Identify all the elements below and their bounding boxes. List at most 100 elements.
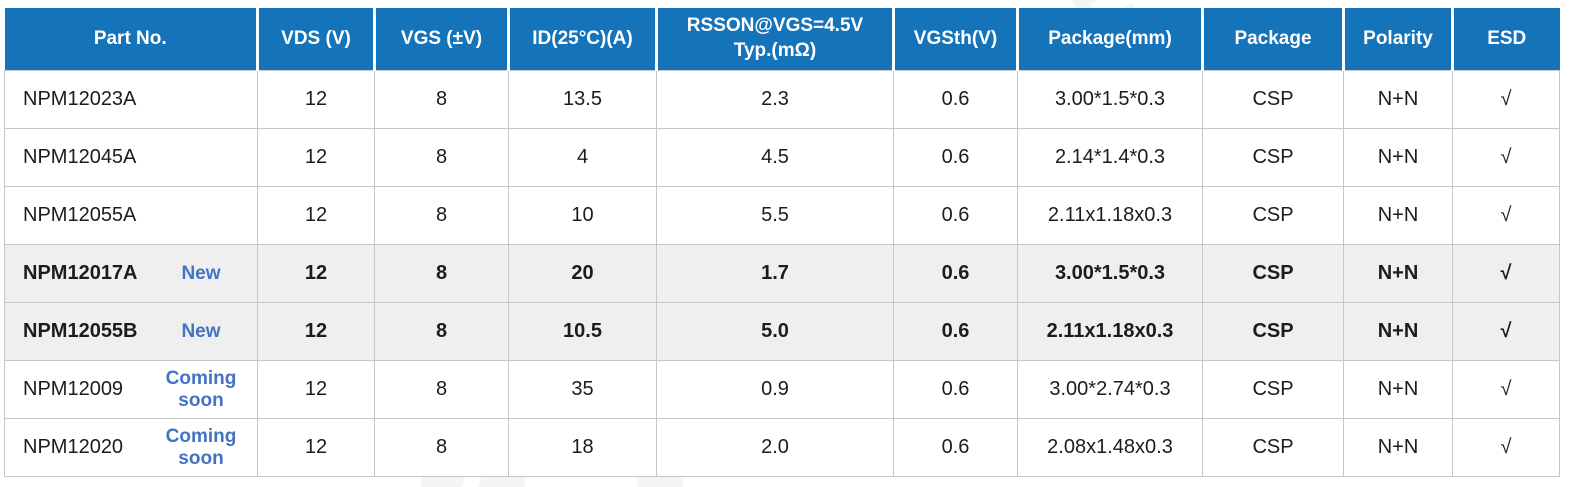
status-badge: Coming soon — [165, 425, 237, 469]
cell-pkgmm: 2.14*1.4*0.3 — [1017, 128, 1203, 187]
cell-rsson: 1.7 — [656, 244, 894, 303]
column-header-vgsth: VGSth(V) — [892, 8, 1018, 71]
cell-pkg: CSP — [1202, 418, 1344, 477]
column-header-label: Part No. — [93, 27, 167, 49]
cell-esd: √ — [1452, 128, 1560, 187]
cell-pol: N+N — [1343, 418, 1453, 477]
column-header-pkgmm: Package(mm) — [1016, 8, 1203, 71]
cell-esd: √ — [1452, 70, 1560, 129]
table-row: NPM12055A 12 8 10 5.5 0.6 2.11x1.18x0.3 CSP N+N √ — [4, 186, 1560, 245]
cell-pkg: CSP — [1202, 244, 1344, 303]
cell-vgsth: 0.6 — [893, 70, 1018, 129]
cell-vds: 12 — [257, 360, 375, 419]
table-row: NPM12045A 12 8 4 4.5 0.6 2.14*1.4*0.3 CSP N+N √ — [4, 128, 1560, 187]
cell-part: NPM12009 Coming soon — [4, 360, 258, 419]
status-badge: Coming soon — [165, 367, 237, 411]
cell-pkgmm: 3.00*2.74*0.3 — [1017, 360, 1203, 419]
cell-pol: N+N — [1343, 302, 1453, 361]
cell-esd: √ — [1452, 418, 1560, 477]
part-number: NPM12055B — [23, 320, 138, 342]
cell-vgs: 8 — [374, 186, 509, 245]
cell-vds: 12 — [257, 70, 375, 129]
cell-id: 13.5 — [508, 70, 657, 129]
part-cell-content: NPM12017A New — [23, 262, 257, 285]
cell-pol: N+N — [1343, 186, 1453, 245]
column-header-label: VGSth(V) — [913, 27, 998, 49]
cell-part: NPM12055B New — [4, 302, 258, 361]
cell-rsson: 4.5 — [656, 128, 894, 187]
cell-pkg: CSP — [1202, 70, 1344, 129]
cell-esd: √ — [1452, 244, 1560, 303]
cell-vds: 12 — [257, 302, 375, 361]
part-number: NPM12045A — [23, 146, 137, 168]
cell-pol: N+N — [1343, 128, 1453, 187]
table-row: NPM12055B New 12 8 10.5 5.0 0.6 2.11x1.18x0.3 CS… — [4, 302, 1560, 361]
column-header-label: Polarity — [1363, 27, 1433, 49]
cell-vgs: 8 — [374, 128, 509, 187]
table-body: NPM12023A 12 8 13.5 2.3 0.6 3.00*1.5*0.3 CSP N+N… — [4, 70, 1560, 477]
cell-id: 35 — [508, 360, 657, 419]
column-header-label: VDS (V) — [281, 27, 351, 49]
cell-pol: N+N — [1343, 244, 1453, 303]
cell-id: 20 — [508, 244, 657, 303]
column-header-vgs: VGS (±V) — [373, 8, 509, 71]
cell-rsson: 5.0 — [656, 302, 894, 361]
cell-esd: √ — [1452, 360, 1560, 419]
cell-vds: 12 — [257, 128, 375, 187]
cell-part: NPM12020 Coming soon — [4, 418, 258, 477]
table-row: NPM12020 Coming soon 12 8 18 2.0 0.6 2.08x1.48x… — [4, 418, 1560, 477]
cell-pkg: CSP — [1202, 360, 1344, 419]
cell-part: NPM12055A — [4, 186, 258, 245]
part-cell-content: NPM12009 Coming soon — [23, 368, 257, 412]
column-header-esd: ESD — [1451, 8, 1560, 71]
cell-vgs: 8 — [374, 302, 509, 361]
cell-rsson: 5.5 — [656, 186, 894, 245]
part-cell-content: NPM12055B New — [23, 320, 257, 343]
cell-pkgmm: 2.11x1.18x0.3 — [1017, 186, 1203, 245]
table-row: NPM12023A 12 8 13.5 2.3 0.6 3.00*1.5*0.3 CSP N+N… — [4, 70, 1560, 129]
cell-pkgmm: 2.11x1.18x0.3 — [1017, 302, 1203, 361]
cell-vgsth: 0.6 — [893, 360, 1018, 419]
column-header-label: Package(mm) — [1048, 27, 1172, 49]
cell-pkg: CSP — [1202, 302, 1344, 361]
cell-vgs: 8 — [374, 244, 509, 303]
part-number: NPM12017A — [23, 262, 138, 284]
cell-part: NPM12045A — [4, 128, 258, 187]
status-badge: New — [181, 262, 221, 284]
cell-part: NPM12023A — [4, 70, 258, 129]
cell-id: 10.5 — [508, 302, 657, 361]
column-header-rsson: RSSON@VGS=4.5V Typ.(mΩ) — [655, 8, 894, 71]
cell-rsson: 0.9 — [656, 360, 894, 419]
part-number: NPM12055A — [23, 204, 137, 226]
cell-pkgmm: 3.00*1.5*0.3 — [1017, 70, 1203, 129]
column-header-label: VGS (±V) — [400, 27, 483, 49]
cell-pkgmm: 3.00*1.5*0.3 — [1017, 244, 1203, 303]
column-header-pkg: Package — [1201, 8, 1344, 71]
column-header-label: ESD — [1487, 27, 1527, 49]
cell-id: 4 — [508, 128, 657, 187]
cell-vgs: 8 — [374, 360, 509, 419]
cell-pol: N+N — [1343, 70, 1453, 129]
cell-rsson: 2.0 — [656, 418, 894, 477]
cell-vgsth: 0.6 — [893, 244, 1018, 303]
cell-vds: 12 — [257, 418, 375, 477]
mosfet-spec-table: Part No. VDS (V) VGS (±V) ID(25°C)(A) RSSON@… — [4, 8, 1560, 477]
part-cell-content: NPM12020 Coming soon — [23, 426, 257, 470]
cell-id: 18 — [508, 418, 657, 477]
column-header-pol: Polarity — [1342, 8, 1453, 71]
cell-esd: √ — [1452, 186, 1560, 245]
cell-pkgmm: 2.08x1.48x0.3 — [1017, 418, 1203, 477]
cell-rsson: 2.3 — [656, 70, 894, 129]
part-cell-content: NPM12023A — [23, 88, 257, 111]
column-header-label: RSSON@VGS=4.5V Typ.(mΩ) — [686, 15, 864, 61]
column-header-label: Package — [1234, 27, 1312, 49]
column-header-id: ID(25°C)(A) — [507, 8, 657, 71]
cell-vgsth: 0.6 — [893, 418, 1018, 477]
cell-vgsth: 0.6 — [893, 128, 1018, 187]
column-header-label: ID(25°C)(A) — [532, 27, 633, 49]
cell-esd: √ — [1452, 302, 1560, 361]
table-row: NPM12017A New 12 8 20 1.7 0.6 3.00*1.5*0.3 CSP N+… — [4, 244, 1560, 303]
cell-id: 10 — [508, 186, 657, 245]
cell-vds: 12 — [257, 186, 375, 245]
